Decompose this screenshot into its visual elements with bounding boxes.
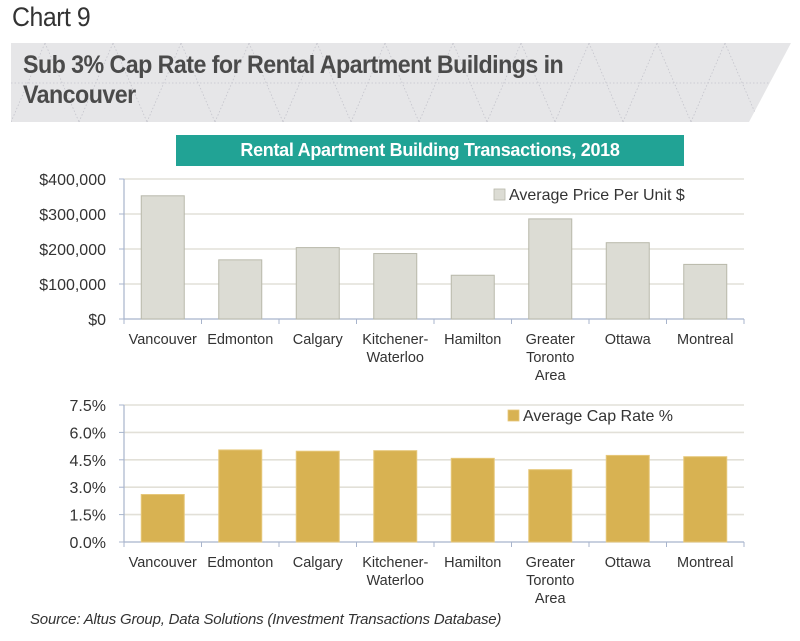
pattern-line	[418, 43, 454, 122]
x-tick-label: Kitchener-Waterloo	[362, 555, 428, 589]
bar-greater-toronto-area	[528, 469, 573, 543]
x-tick-label: Edmonton	[207, 555, 273, 571]
x-tick-label: Calgary	[293, 332, 344, 348]
y-tick-label: 1.5%	[70, 508, 106, 525]
bar-montreal	[683, 263, 728, 320]
y-tick-label: $400,000	[39, 172, 106, 189]
x-tick-label: Vancouver	[129, 332, 197, 348]
pattern-line	[44, 43, 80, 122]
pattern-line	[554, 43, 590, 122]
banner-title-line-1: Sub 3% Cap Rate for Rental Apartment Bui…	[23, 51, 564, 79]
x-tick-label: Kitchener-Waterloo	[362, 332, 428, 366]
banner-title-line-2: Vancouver	[23, 81, 136, 109]
pattern-line	[11, 43, 46, 122]
legend-swatch	[507, 409, 520, 422]
pattern-line	[282, 43, 318, 122]
legend-swatch	[493, 188, 506, 201]
x-tick-label: Hamilton	[444, 332, 501, 348]
y-tick-label: 7.5%	[70, 398, 106, 415]
bar-montreal	[683, 456, 728, 543]
legend: Average Price Per Unit $	[493, 187, 685, 204]
bar-edmonton	[218, 449, 263, 543]
title-banner	[11, 43, 791, 122]
chart-subtitle: Rental Apartment Building Transactions, …	[176, 135, 684, 166]
y-tick-label: 3.0%	[70, 480, 106, 497]
pattern-line	[180, 43, 216, 122]
bar-ottawa	[605, 454, 650, 543]
y-tick-label: $0	[88, 312, 106, 329]
y-tick-label: $200,000	[39, 242, 106, 259]
bar-edmonton	[218, 259, 263, 320]
banner-background	[11, 43, 791, 122]
pattern-line	[78, 43, 114, 122]
pattern-line	[486, 43, 522, 122]
bar-calgary	[295, 247, 340, 320]
x-tick-label: Greater Toronto Area	[526, 332, 575, 384]
x-tick-label: Calgary	[293, 555, 344, 571]
bar-kitchener-waterloo	[373, 450, 418, 543]
cap-rate-chart: 0.0% 1.5% 3.0% 4.5% 6.0% 7.5% Vancouver Edmonto…	[70, 398, 745, 607]
pattern-line	[690, 43, 726, 122]
pattern-line	[452, 43, 488, 122]
pattern-line	[248, 43, 284, 122]
y-tick-label: 6.0%	[70, 425, 106, 442]
pattern-line	[656, 43, 692, 122]
y-tick-label: $300,000	[39, 207, 106, 224]
x-tick-label: Hamilton	[444, 555, 501, 571]
pattern-line	[350, 43, 386, 122]
x-tick-label: Montreal	[677, 555, 733, 571]
legend-label: Average Price Per Unit $	[509, 187, 685, 204]
x-tick-label: Edmonton	[207, 332, 273, 348]
bar-greater-toronto-area	[528, 218, 573, 320]
legend: Average Cap Rate %	[507, 408, 673, 425]
x-tick-label: Vancouver	[129, 555, 197, 571]
x-tick-label: Ottawa	[605, 555, 652, 571]
pattern-line	[146, 43, 182, 122]
bar-hamilton	[450, 457, 495, 543]
x-tick-label: Montreal	[677, 332, 733, 348]
pattern-line	[384, 43, 420, 122]
pattern-line	[316, 43, 352, 122]
bar-vancouver	[140, 494, 185, 543]
y-tick-label: 0.0%	[70, 535, 106, 552]
pattern-line	[588, 43, 624, 122]
legend-label: Average Cap Rate %	[523, 408, 673, 425]
pattern-line	[724, 43, 760, 122]
bar-vancouver	[140, 195, 185, 320]
bar-hamilton	[450, 274, 495, 320]
source-note: Source: Altus Group, Data Solutions (Inv…	[30, 611, 502, 628]
x-tick-label: Ottawa	[605, 332, 652, 348]
y-tick-label: $100,000	[39, 277, 106, 294]
price-per-unit-chart: $0 $100,000 $200,000 $300,000 $400,000 Vancou…	[39, 172, 745, 384]
pattern-line	[214, 43, 250, 122]
bar-ottawa	[605, 242, 650, 320]
chart-number-label: Chart 9	[12, 2, 91, 32]
y-tick-label: 4.5%	[70, 453, 106, 470]
pattern-line	[622, 43, 658, 122]
x-tick-label: Greater Toronto Area	[526, 555, 575, 607]
banner-title: Sub 3% Cap Rate for Rental Apartment Bui…	[23, 50, 674, 110]
pattern-line	[520, 43, 556, 122]
bar-calgary	[295, 450, 340, 543]
bar-kitchener-waterloo	[373, 253, 418, 320]
pattern-line	[112, 43, 148, 122]
